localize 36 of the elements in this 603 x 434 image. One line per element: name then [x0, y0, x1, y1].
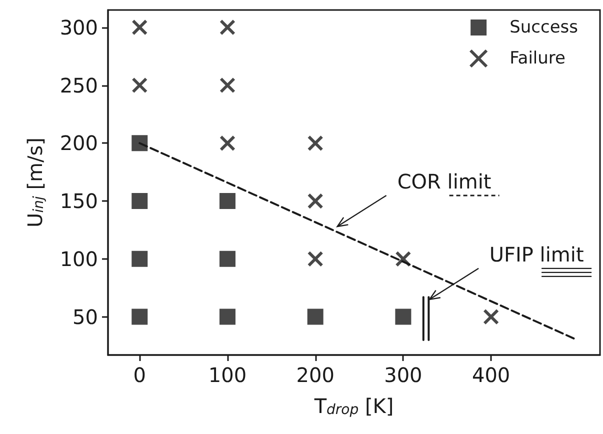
- x-tick-label: 0: [133, 363, 146, 387]
- y-tick-label: 300: [60, 15, 98, 40]
- point: [219, 77, 236, 94]
- y-axis-title: Uinj [m/s]: [23, 138, 47, 228]
- legend-label: Failure: [510, 48, 566, 68]
- legend-label: Success: [510, 18, 578, 38]
- x-axis-title: Tdrop [K]: [313, 394, 394, 418]
- point: [132, 193, 148, 210]
- x-tick-label: 300: [384, 363, 422, 387]
- point: [132, 135, 148, 152]
- annotation: COR limit: [397, 169, 492, 194]
- point: [219, 19, 236, 36]
- y-tick-label: 50: [72, 304, 98, 329]
- point: [132, 19, 148, 36]
- y-tick-label: 250: [60, 73, 98, 98]
- point: [307, 135, 324, 152]
- y-tick-label: 100: [60, 246, 98, 271]
- point: [132, 250, 148, 267]
- x-tick-label: 100: [208, 363, 247, 387]
- point: [132, 77, 148, 94]
- point: [395, 250, 412, 267]
- point: [219, 250, 236, 267]
- y-tick-label: 200: [60, 131, 98, 156]
- point: [307, 308, 324, 325]
- point: [307, 193, 324, 210]
- annotation: UFIP limit: [489, 242, 584, 266]
- point: [307, 250, 324, 267]
- point: [219, 135, 236, 152]
- point: [483, 308, 500, 325]
- point: [219, 308, 236, 325]
- point: [395, 308, 412, 325]
- point: [132, 308, 148, 325]
- y-tick-label: 150: [60, 189, 98, 214]
- point: [219, 193, 236, 210]
- x-tick-label: 200: [296, 363, 334, 387]
- x-tick-label: 400: [472, 363, 510, 387]
